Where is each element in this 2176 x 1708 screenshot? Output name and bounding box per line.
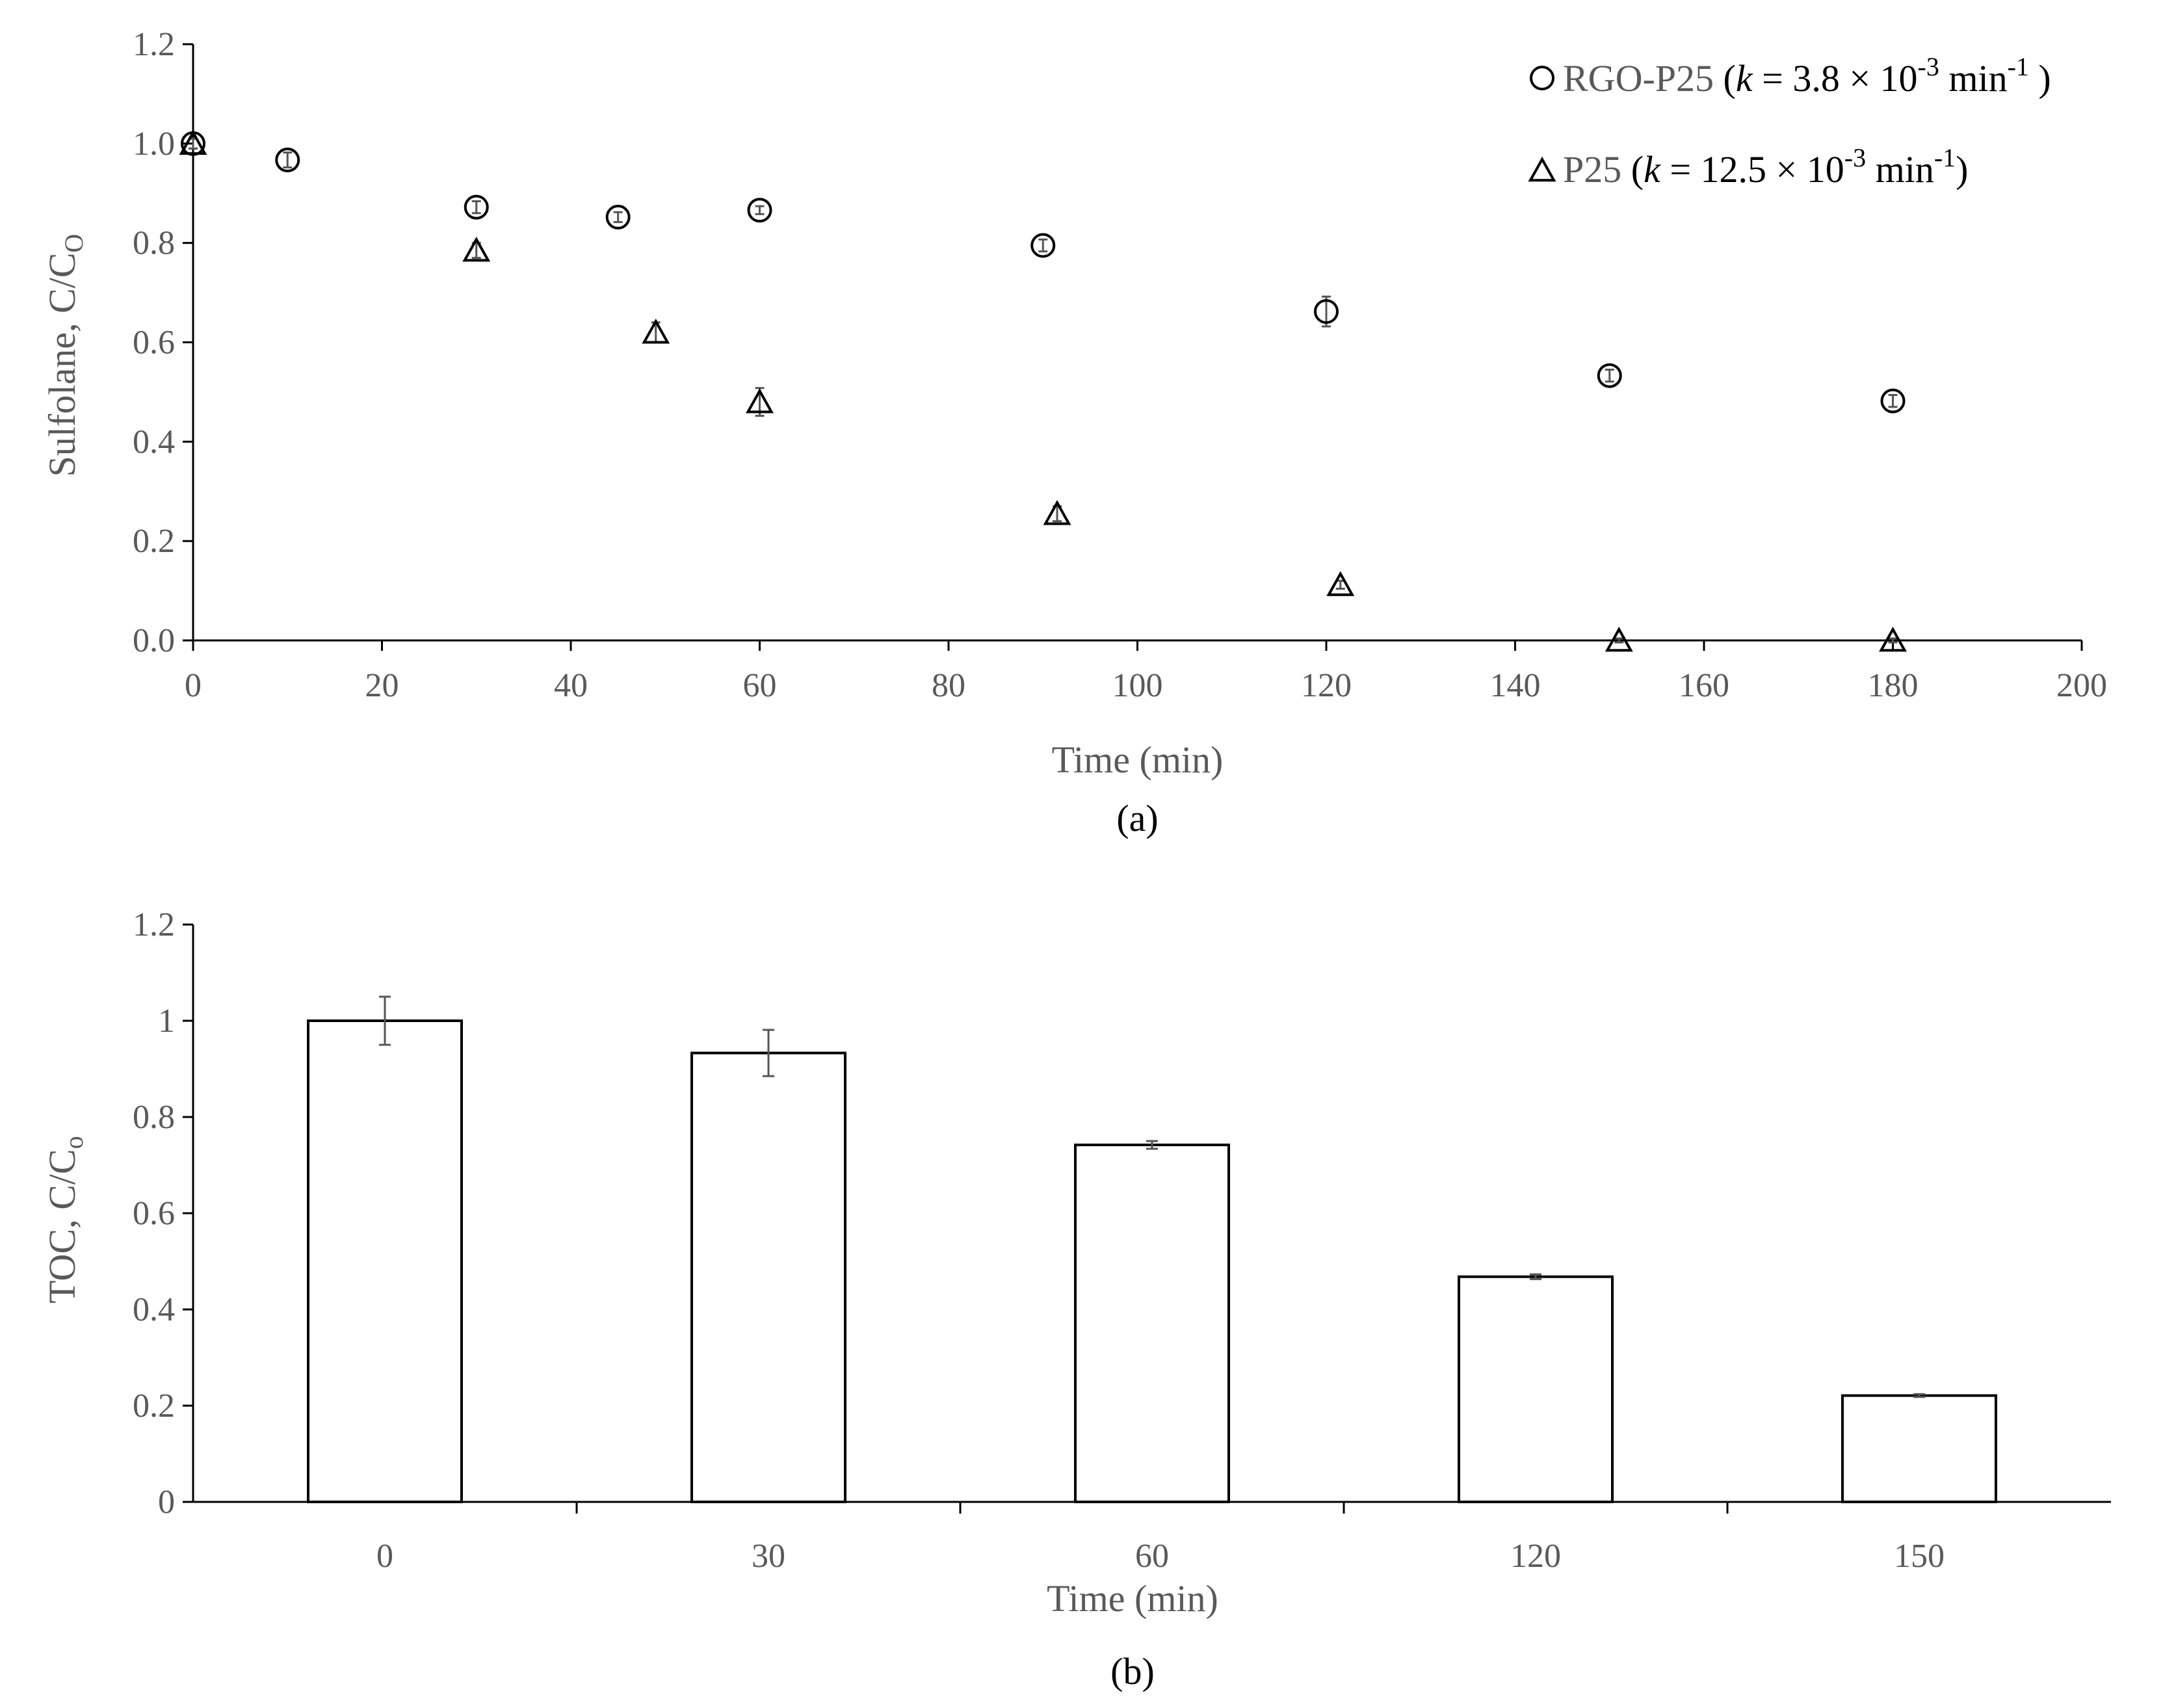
b-bar: [1458, 1275, 1614, 1504]
b-x-tick-label: 0: [376, 1538, 393, 1575]
a-y-tick-label: 1.2: [133, 26, 175, 63]
a-point-p25: [462, 237, 491, 262]
a-y-tick-label: 0.4: [133, 423, 175, 460]
b-x-tick-label: 150: [1894, 1538, 1945, 1575]
a-x-axis-label: Time (min): [1052, 739, 1224, 781]
legend-entry-p25: P25 (k = 12.5 × 10-3 min-1): [1563, 143, 1968, 191]
panel-b-bar-chart: 00.20.40.60.811.20 30 60 120 150 Time (min) …: [41, 906, 2111, 1692]
b-y-axis-label: TOC, C/Co: [41, 1136, 88, 1303]
b-x-tick-label: 30: [752, 1538, 785, 1575]
a-x-tick-label: 20: [365, 667, 399, 704]
a-y-tick-label: 0.0: [133, 622, 175, 659]
a-panel-label: (a): [1116, 797, 1158, 839]
a-point-p25: [1043, 500, 1071, 525]
a-point-rgo-p25: [1597, 363, 1622, 388]
b-bar: [690, 1051, 846, 1503]
a-x-tick-label: 0: [185, 667, 202, 704]
a-y-axis-label: Sulfolane, C/CO: [41, 234, 88, 477]
a-y-tick-label: 1.0: [133, 125, 175, 163]
a-point-p25: [179, 129, 207, 155]
b-bar: [1841, 1394, 1997, 1503]
a-point-p25: [1605, 626, 1633, 652]
b-x-tick-label: 120: [1510, 1538, 1561, 1575]
b-bar: [307, 1019, 463, 1503]
a-x-tick-label: 120: [1301, 667, 1352, 704]
a-y-tick-label: 0.6: [133, 324, 175, 361]
a-x-tick-label: 40: [554, 667, 588, 704]
b-x-tick-label: 60: [1135, 1538, 1169, 1575]
a-y-tick-label: 0.2: [133, 523, 175, 560]
a-point-rgo-p25: [464, 194, 489, 220]
legend-entry-rgo-p25: RGO-P25 (k = 3.8 × 10-3 min-1 ): [1563, 52, 2051, 99]
a-point-p25: [642, 319, 670, 344]
a-x-tick-label: 160: [1679, 667, 1729, 704]
b-y-tick-label: 0.8: [133, 1099, 175, 1136]
a-point-rgo-p25: [1880, 388, 1906, 414]
b-y-tick-label: 0: [158, 1484, 175, 1521]
a-x-tick-label: 60: [743, 667, 777, 704]
a-point-p25: [1879, 626, 1907, 652]
a-x-tick-label: 140: [1490, 667, 1541, 704]
a-x-tick-label: 100: [1112, 667, 1163, 704]
legend-marker-triangle: [1528, 156, 1556, 182]
b-y-tick-label: 0.6: [133, 1195, 175, 1232]
a-point-rgo-p25: [1030, 233, 1056, 258]
b-y-tick-label: 0.4: [133, 1291, 175, 1328]
b-x-axis-label: Time (min): [1047, 1577, 1218, 1620]
a-x-tick-label: 180: [1868, 667, 1919, 704]
a-y-tick-label: 0.8: [133, 225, 175, 262]
b-panel-label: (b): [1110, 1650, 1155, 1692]
a-point-rgo-p25: [1314, 299, 1339, 324]
a-point-p25: [1326, 571, 1355, 596]
b-y-tick-label: 0.2: [133, 1387, 175, 1425]
b-y-tick-label: 1: [158, 1003, 175, 1040]
a-point-rgo-p25: [747, 198, 772, 223]
a-x-tick-label: 200: [2056, 667, 2107, 704]
a-point-p25: [746, 388, 774, 414]
a-x-tick-label: 80: [932, 667, 965, 704]
b-y-tick-label: 1.2: [133, 906, 175, 943]
a-point-rgo-p25: [605, 204, 631, 230]
b-bar: [1074, 1143, 1230, 1504]
panel-a-scatter-chart: 0.0 0.2 0.4 0.6 0.8 1.0 1.2 0 20 40 60 80 100 120 140 1…: [41, 26, 2107, 839]
a-point-rgo-p25: [275, 148, 300, 173]
legend-marker-circle: [1530, 66, 1554, 90]
a-legend: RGO-P25 (k = 3.8 × 10-3 min-1 ) P25 (k = …: [1528, 52, 2051, 191]
